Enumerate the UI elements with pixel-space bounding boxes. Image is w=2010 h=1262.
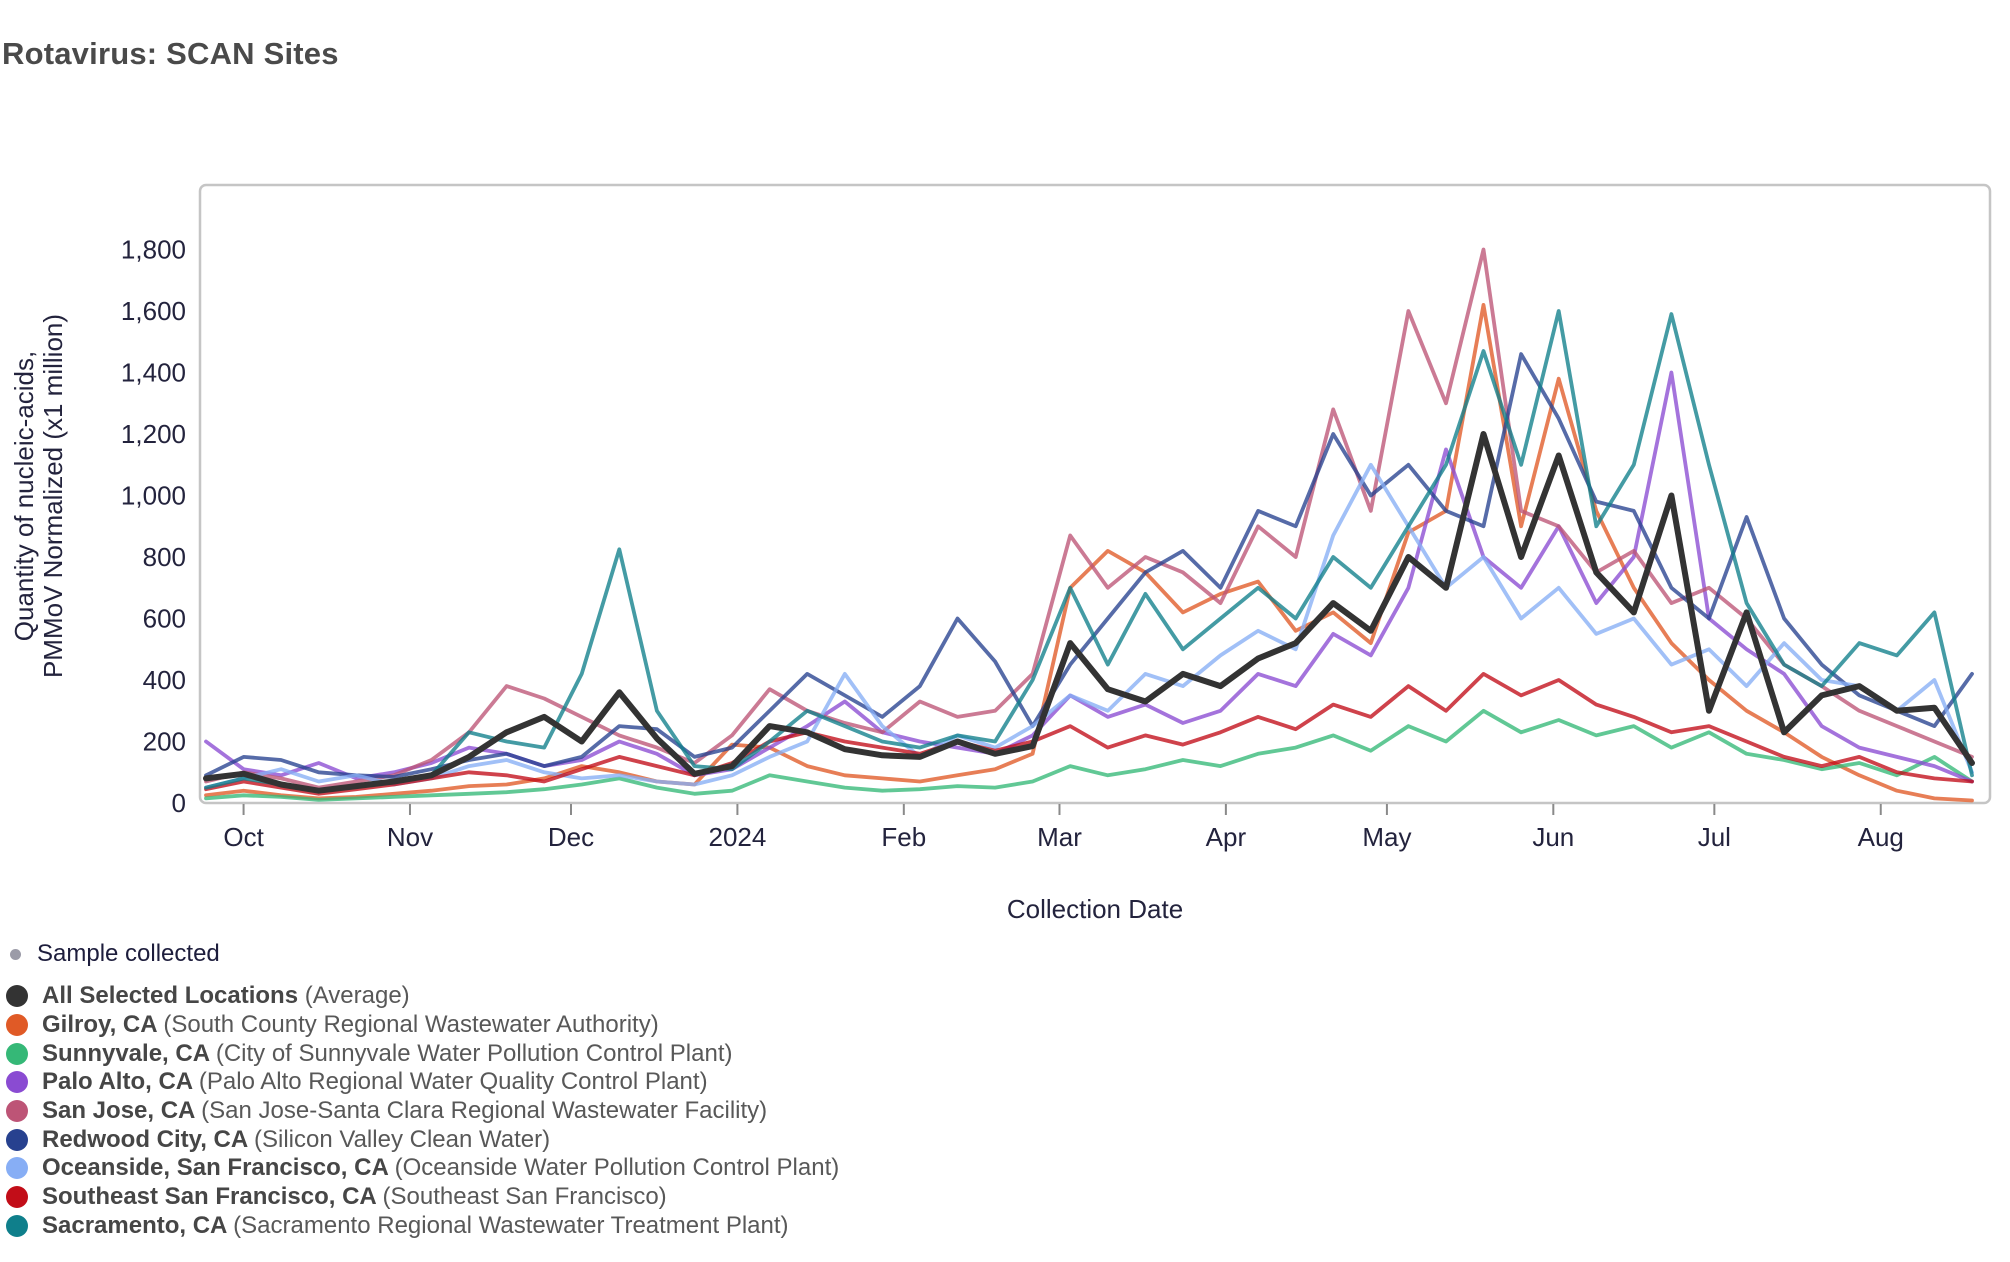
x-axis-title: Collection Date [1006, 894, 1184, 924]
legend-item-name: Oceanside, San Francisco, CA [42, 1154, 395, 1182]
y-tick-label: 200 [143, 727, 186, 757]
series-line-redwood_city [204, 352, 1974, 779]
x-tick-label: Nov [387, 822, 433, 852]
x-tick-label: Dec [548, 822, 594, 852]
x-tick-label: Apr [1206, 822, 1247, 852]
series-line-sacramento [204, 309, 1974, 793]
legend-item-oceanside[interactable]: Oceanside, San Francisco, CA (Oceanside … [6, 1154, 839, 1183]
x-tick-label: Jul [1698, 822, 1731, 852]
legend-item-average[interactable]: All Selected Locations (Average) [6, 982, 839, 1011]
x-tick-label: Feb [881, 822, 926, 852]
legend-item-san_jose[interactable]: San Jose, CA (San Jose-Santa Clara Regio… [6, 1097, 839, 1126]
legend-item-name: San Jose, CA [42, 1097, 202, 1125]
x-tick-label: Oct [223, 822, 264, 852]
y-tick-label: 1,000 [121, 481, 186, 511]
plot-frame [198, 183, 1992, 805]
page-title: Rotavirus: SCAN Sites [2, 36, 339, 71]
y-tick-label: 400 [143, 665, 186, 695]
x-tick-label: Mar [1037, 822, 1082, 852]
series-line-oceanside [204, 462, 1974, 790]
legend-item-detail: (Silicon Valley Clean Water) [254, 1125, 551, 1153]
legend-item-name: Sunnyvale, CA [42, 1039, 216, 1067]
sample-collected-dot-icon [10, 948, 21, 960]
legend-dot-icon [6, 1186, 28, 1209]
legend-item-palo_alto[interactable]: Palo Alto, CA (Palo Alto Regional Water … [6, 1068, 839, 1097]
y-axis-title: Quantity of nucleic-acids, PMMoV Normali… [9, 184, 70, 808]
legend-item-detail: (Palo Alto Regional Water Quality Contro… [198, 1068, 708, 1096]
series-line-southeast_sf [204, 672, 1974, 796]
legend-dot-icon [6, 1042, 28, 1065]
legend-item-name: All Selected Locations [42, 982, 305, 1010]
series-line-san_jose [204, 247, 1974, 790]
legend-item-detail: (Southeast San Francisco) [382, 1183, 667, 1211]
y-axis-title-line2: PMMoV Normalized (x1 million) [38, 313, 68, 679]
y-axis-title-line1: Quantity of nucleic-acids, [9, 350, 39, 642]
legend-dot-icon [6, 1214, 28, 1237]
legend-item-name: Palo Alto, CA [42, 1068, 199, 1096]
legend-dot-icon [6, 985, 28, 1008]
legend-item-southeast_sf[interactable]: Southeast San Francisco, CA (Southeast S… [6, 1183, 839, 1212]
chart-legend: All Selected Locations (Average) Gilroy, … [6, 982, 839, 1240]
legend-item-name: Redwood City, CA [42, 1125, 254, 1153]
series-line-palo_alto [204, 370, 1974, 784]
series-line-gilroy [204, 302, 1974, 803]
y-tick-label: 1,600 [121, 296, 186, 326]
legend-sample-label: Sample collected [37, 940, 220, 967]
legend-dot-icon [6, 1157, 28, 1180]
legend-dot-icon [6, 1071, 28, 1094]
legend-item-detail: (South County Regional Wastewater Author… [163, 1011, 659, 1039]
x-tick-label: May [1362, 822, 1411, 852]
x-tick-label: Jun [1532, 822, 1574, 852]
y-tick-label: 1,400 [121, 358, 186, 388]
legend-dot-icon [6, 1014, 28, 1037]
legend-item-name: Sacramento, CA [42, 1211, 234, 1239]
x-tick-label: Aug [1858, 822, 1904, 852]
y-tick-label: 0 [172, 788, 186, 818]
legend-item-detail: (Oceanside Water Pollution Control Plant… [394, 1154, 840, 1182]
y-tick-label: 800 [143, 542, 186, 572]
legend-item-sacramento[interactable]: Sacramento, CA (Sacramento Regional Wast… [6, 1212, 839, 1241]
legend-item-detail: (City of Sunnyvale Water Pollution Contr… [215, 1039, 733, 1067]
series-line-average [203, 431, 1975, 794]
legend-item-redwood_city[interactable]: Redwood City, CA (Silicon Valley Clean W… [6, 1125, 839, 1154]
legend-dot-icon [6, 1128, 28, 1151]
y-tick-label: 1,200 [121, 419, 186, 449]
legend-item-gilroy[interactable]: Gilroy, CA (South County Regional Wastew… [6, 1011, 839, 1040]
legend-item-detail: (San Jose-Santa Clara Regional Wastewate… [201, 1097, 768, 1125]
chart-svg: 0 200 400 600 800 1,000 1,200 1,400 1,600 1,800 Oc… [121, 183, 1992, 852]
x-tick-label: 2024 [708, 822, 766, 852]
legend-item-name: Gilroy, CA [42, 1011, 164, 1039]
legend-dot-icon [6, 1100, 28, 1123]
y-tick-label: 600 [143, 604, 186, 634]
legend-item-detail: (Average) [304, 982, 410, 1010]
y-tick-label: 1,800 [121, 235, 186, 265]
legend-item-sunnyvale[interactable]: Sunnyvale, CA (City of Sunnyvale Water P… [6, 1039, 839, 1068]
legend-item-name: Southeast San Francisco, CA [42, 1183, 383, 1211]
series-line-sunnyvale [204, 708, 1974, 802]
legend-sample-collected: Sample collected [6, 940, 220, 967]
legend-item-detail: (Sacramento Regional Wastewater Treatmen… [233, 1211, 789, 1239]
